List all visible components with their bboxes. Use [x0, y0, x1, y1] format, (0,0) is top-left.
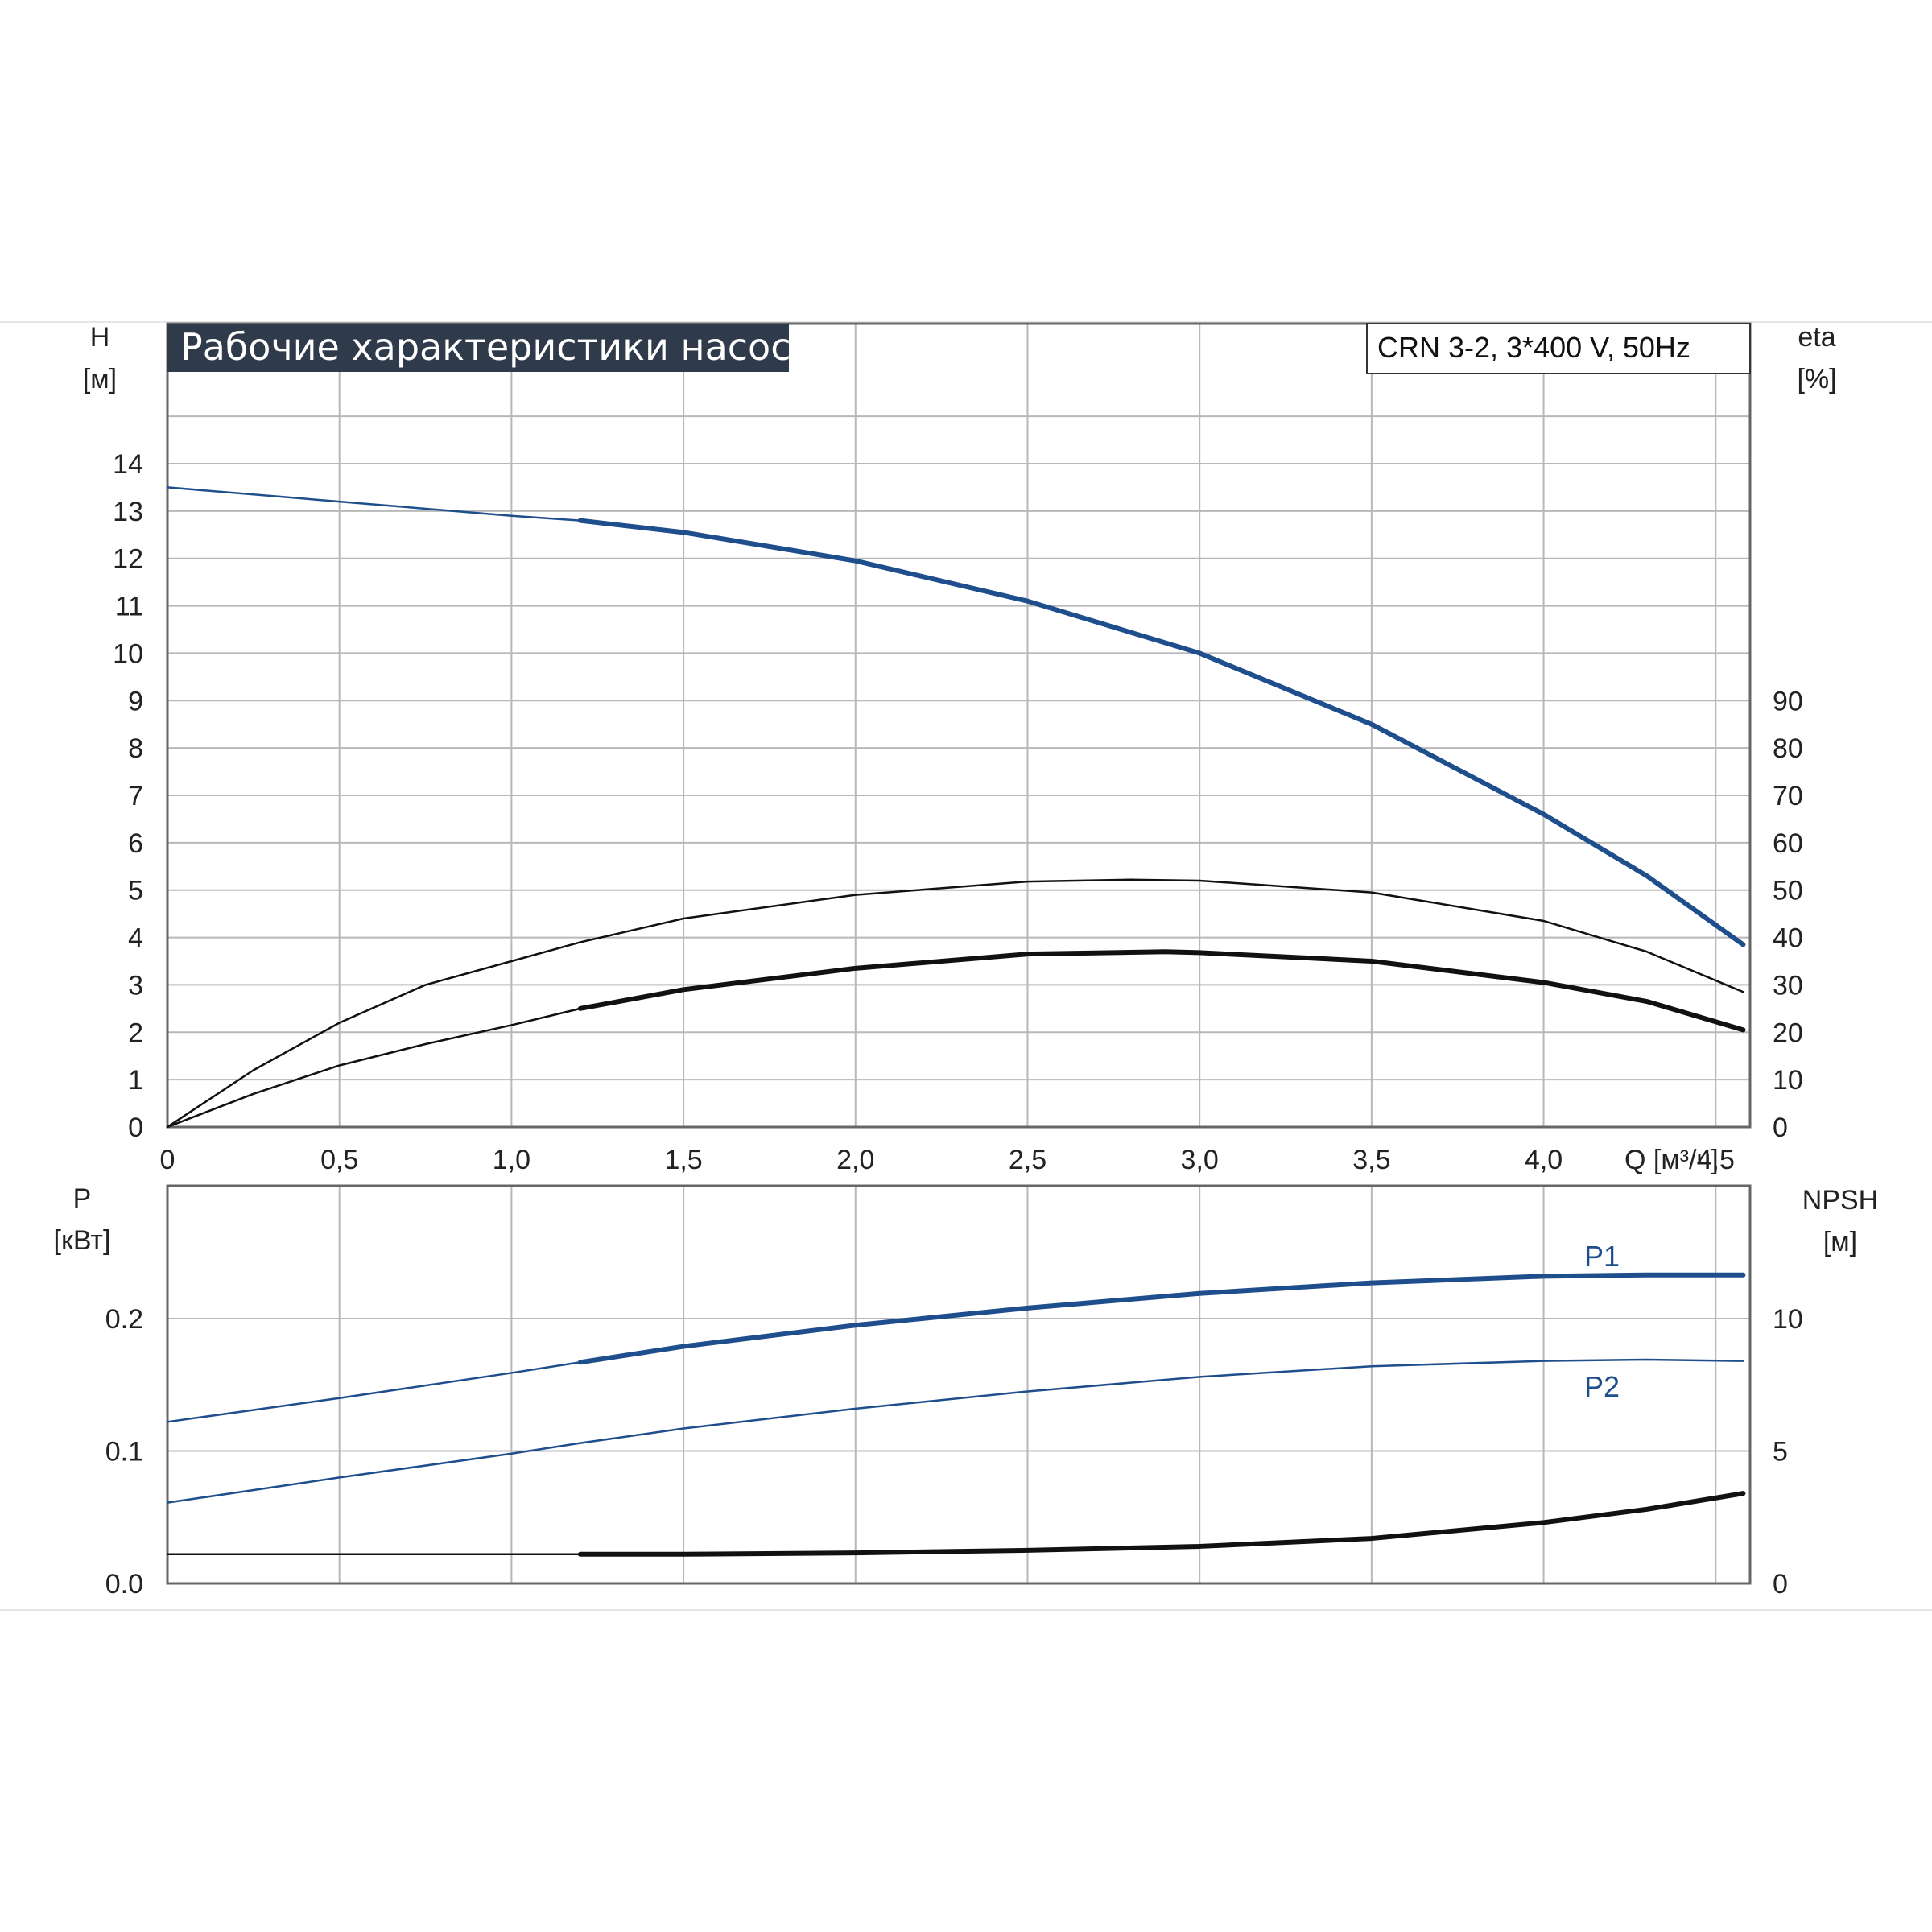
bottom-series-2-line-operating: [577, 1491, 1746, 1557]
top-series-2-line: [166, 1007, 582, 1129]
head-tick-label: 5: [128, 876, 143, 906]
head-tick-label: 14: [113, 449, 143, 480]
head-axis-label: H: [90, 322, 110, 353]
npsh-tick-label: 0: [1773, 1569, 1788, 1600]
head-tick-label: 10: [113, 638, 143, 669]
flow-tick-label: 1,5: [664, 1145, 702, 1175]
head-tick-label: 12: [113, 544, 143, 575]
p2-curve-label: P2: [1584, 1370, 1620, 1403]
top-series-0-line-operating: [577, 518, 1746, 947]
npsh-axis-label: NPSH: [1802, 1185, 1878, 1216]
npsh-tick-label: 10: [1773, 1304, 1803, 1335]
flow-tick-label: 4,5: [1697, 1145, 1735, 1175]
flow-tick-label: 3,0: [1181, 1145, 1219, 1175]
top-series: [166, 486, 1746, 1129]
efficiency-axis-label: eta: [1798, 322, 1835, 353]
flow-tick-label: 2,5: [1009, 1145, 1046, 1175]
efficiency-tick-label: 80: [1773, 733, 1803, 764]
efficiency-tick-label: 90: [1773, 686, 1803, 716]
head-axis-unit: [м]: [83, 364, 117, 394]
efficiency-tick-label: 50: [1773, 876, 1803, 906]
head-tick-label: 7: [128, 781, 143, 811]
head-tick-label: 8: [128, 733, 143, 764]
bottom-series-0-line-operating: [577, 1272, 1746, 1365]
head-tick-label: 1: [128, 1065, 143, 1096]
bottom-grid: [167, 1186, 1750, 1583]
model-box: [1366, 323, 1751, 374]
top-series-0-line: [166, 486, 582, 522]
flow-tick-label: 0: [160, 1145, 175, 1175]
head-tick-label: 11: [115, 592, 143, 622]
efficiency-tick-label: 10: [1773, 1065, 1803, 1096]
power-tick-label: 0.2: [105, 1304, 143, 1335]
efficiency-tick-label: 0: [1773, 1113, 1788, 1143]
power-tick-label: 0.1: [105, 1437, 143, 1468]
model-label: CRN 3-2, 3*400 V, 50Hz: [1377, 331, 1690, 364]
flow-tick-label: 1,0: [493, 1145, 530, 1175]
top-tick-labels: 0123456789101112131401020304050607080900…: [113, 449, 1803, 1175]
flow-tick-label: 2,0: [836, 1145, 874, 1175]
title-box: [167, 324, 789, 372]
head-efficiency-panel: 0123456789101112131401020304050607080900…: [83, 322, 1837, 1175]
head-tick-label: 4: [128, 923, 143, 954]
top-plot-frame: [166, 322, 1752, 1129]
power-axis-unit: [кВт]: [54, 1225, 111, 1256]
power-tick-label: 0.0: [105, 1569, 143, 1600]
bottom-series-0-line: [166, 1361, 582, 1423]
bottom-tick-labels: 0.0 0.1 0.2 0 5 10: [105, 1304, 1803, 1600]
top-series-2-line-operating: [577, 949, 1746, 1033]
bottom-series: [166, 1272, 1746, 1557]
head-tick-label: 6: [128, 828, 143, 859]
flow-axis-label: Q [м³/ч]: [1624, 1145, 1719, 1175]
head-tick-label: 3: [128, 970, 143, 1001]
npsh-tick-label: 5: [1773, 1437, 1788, 1468]
power-npsh-panel: 0.0 0.1 0.2 0 5 10 P [кВт] NPSH [м] P1 P2: [54, 1183, 1879, 1600]
head-tick-label: 2: [128, 1018, 143, 1048]
chart-title: Рабочие характеристики насоса: [180, 325, 814, 369]
efficiency-axis-unit: [%]: [1797, 364, 1836, 394]
p1-curve-label: P1: [1584, 1240, 1620, 1273]
head-tick-label: 0: [128, 1113, 143, 1143]
npsh-axis-unit: [м]: [1823, 1227, 1857, 1257]
efficiency-tick-label: 40: [1773, 923, 1803, 954]
head-tick-label: 9: [128, 686, 143, 716]
power-axis-label: P: [73, 1183, 92, 1214]
top-grid: [167, 324, 1750, 1127]
head-tick-label: 13: [113, 497, 143, 527]
flow-tick-label: 0,5: [320, 1145, 358, 1175]
efficiency-tick-label: 20: [1773, 1018, 1803, 1048]
flow-tick-label: 4,0: [1525, 1145, 1563, 1175]
efficiency-tick-label: 70: [1773, 781, 1803, 811]
efficiency-tick-label: 60: [1773, 828, 1803, 859]
top-series-1-line: [166, 878, 1744, 1129]
flow-tick-label: 3,5: [1352, 1145, 1390, 1175]
bottom-series-1-line: [166, 1358, 1744, 1504]
efficiency-tick-label: 30: [1773, 970, 1803, 1001]
bottom-plot-frame: [166, 1184, 1752, 1585]
